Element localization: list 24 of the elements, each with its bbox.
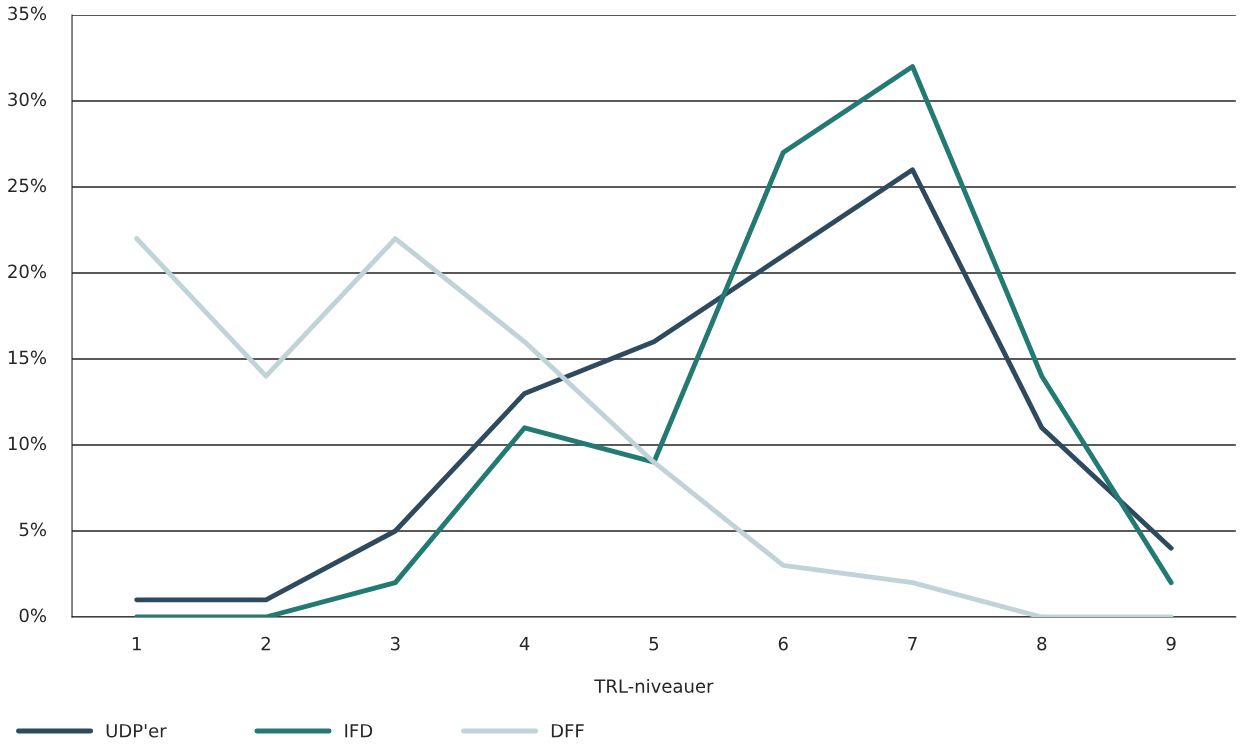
y-tick-label: 25% <box>8 178 47 193</box>
x-tick-label: 2 <box>261 636 270 651</box>
x-tick-label: 8 <box>1037 636 1047 651</box>
x-tick-label: 6 <box>778 636 788 651</box>
y-tick-label: 0% <box>19 608 47 623</box>
x-axis-title: TRL-niveauer <box>594 678 714 693</box>
x-tick-label: 7 <box>908 637 917 651</box>
legend-label: DFF <box>551 724 584 738</box>
x-tick-label: 9 <box>1166 636 1176 651</box>
legend-label: IFD <box>345 724 373 738</box>
y-tick-label: 20% <box>8 264 47 279</box>
y-tick-label: 10% <box>8 436 47 451</box>
x-tick-label: 5 <box>649 637 659 651</box>
y-tick-label: 35% <box>8 6 47 21</box>
y-tick-label: 15% <box>8 350 47 365</box>
y-tick-label: 5% <box>19 522 47 537</box>
legend-label: UDP'er <box>106 724 167 738</box>
x-tick-label: 3 <box>390 636 400 651</box>
line-series <box>134 167 1174 603</box>
x-tick-label: 4 <box>519 637 530 651</box>
x-tick-label: 1 <box>132 637 141 651</box>
line-series <box>134 236 1174 618</box>
line-series <box>134 64 1174 618</box>
y-tick-label: 30% <box>8 92 47 107</box>
